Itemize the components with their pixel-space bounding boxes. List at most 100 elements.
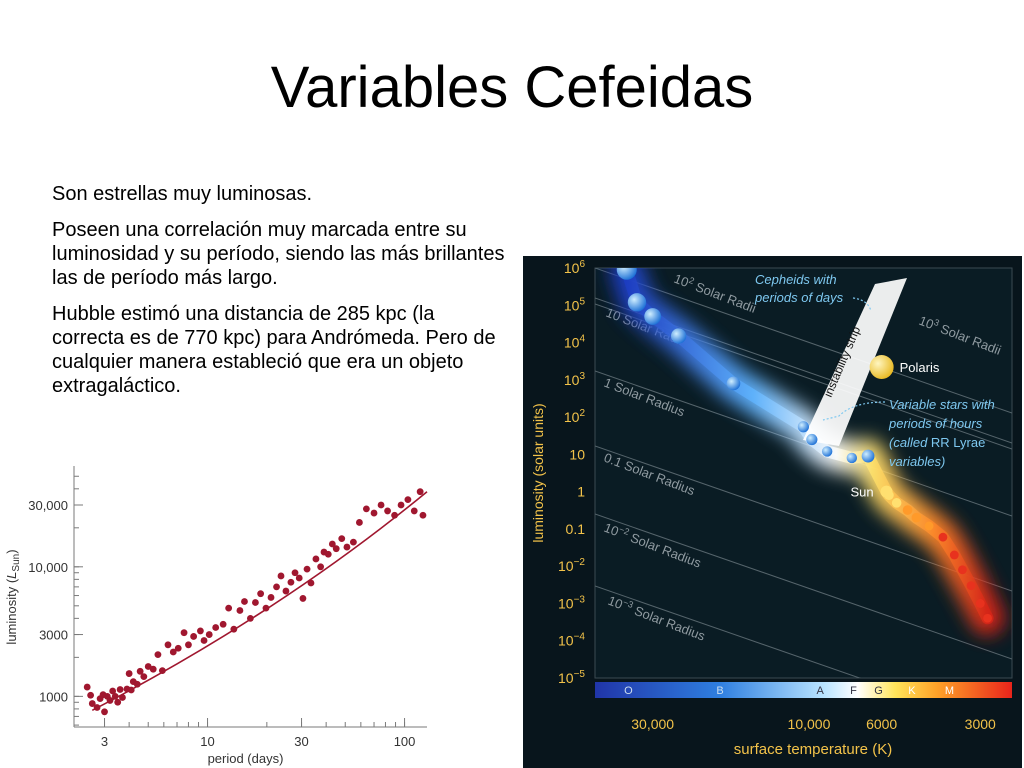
data-point	[262, 604, 270, 612]
y-tick-label: 105	[564, 296, 586, 313]
star	[806, 433, 818, 446]
period-luminosity-chart: 3 10 30 100 1000 3000 10,000 30,000 period (days…	[4, 466, 428, 766]
data-point	[419, 511, 427, 519]
x-axis-label: period (days)	[208, 751, 284, 766]
data-point	[101, 708, 108, 716]
star	[924, 521, 934, 531]
star	[902, 505, 913, 515]
data-point	[200, 637, 208, 644]
star	[884, 490, 894, 501]
data-point	[111, 692, 119, 700]
y-tick-label: 102	[564, 408, 586, 425]
rr-lyrae-arrow	[822, 401, 886, 421]
y-tick-label: 104	[564, 334, 586, 351]
star	[821, 446, 833, 457]
data-point	[391, 511, 398, 519]
star	[797, 421, 809, 433]
fit-line	[91, 491, 428, 712]
radius-line	[595, 268, 1012, 414]
radius-line	[595, 585, 862, 678]
x-tick-label: 10,000	[788, 716, 831, 732]
data-point	[127, 686, 135, 694]
star	[671, 328, 687, 344]
data-point	[257, 590, 265, 598]
data-point	[307, 579, 315, 587]
y-tick-label: 1000	[39, 689, 68, 704]
data-point	[106, 697, 114, 704]
polaris-star	[869, 355, 894, 380]
data-point	[219, 620, 227, 628]
data-point	[273, 583, 280, 591]
spectral-class-label: F	[850, 685, 857, 697]
y-tick-label: 10−2	[558, 557, 585, 574]
rr-lyrae-annotation: periods of hours	[888, 416, 983, 431]
polaris-label: Polaris	[900, 360, 940, 375]
data-point	[377, 501, 385, 509]
data-point	[149, 665, 157, 673]
y-tick-label: 10−3	[558, 594, 585, 611]
data-point	[397, 501, 405, 509]
data-point	[277, 572, 285, 580]
x-tick-label: 3	[101, 734, 108, 749]
data-point	[324, 550, 332, 558]
cepheids-arrow	[852, 297, 872, 312]
data-point	[349, 538, 357, 546]
data-point	[133, 680, 141, 688]
y-axis-label: luminosity (solar units)	[530, 403, 546, 542]
data-point	[410, 507, 418, 515]
data-point	[119, 694, 126, 701]
data-point	[164, 641, 172, 649]
data-point	[370, 509, 378, 517]
data-point	[343, 543, 351, 551]
x-tick-label: 30	[294, 734, 308, 749]
data-point	[404, 496, 412, 504]
y-tick-label: 10−5	[558, 669, 585, 686]
y-tick-label: 0.1	[566, 521, 586, 537]
data-point	[154, 651, 162, 659]
x-tick-label: 100	[394, 734, 416, 749]
spectral-class-label: M	[945, 685, 954, 697]
slide-title: Variables Cefeidas	[270, 55, 754, 120]
data-point	[303, 565, 311, 573]
data-point	[136, 667, 144, 675]
star	[938, 532, 948, 542]
data-point	[196, 627, 204, 635]
y-axis-label: luminosity (LSun)	[4, 549, 22, 644]
x-tick-label: 10	[200, 734, 214, 749]
data-point	[338, 535, 346, 543]
star	[966, 581, 976, 591]
data-point	[114, 698, 122, 706]
spectral-class-label: A	[817, 685, 825, 697]
rr-lyrae-annotation: (called RR Lyrae	[889, 435, 985, 450]
data-point	[116, 686, 124, 693]
data-point	[87, 691, 95, 699]
cepheids-annotation: periods of days	[754, 290, 844, 305]
data-point	[144, 663, 152, 670]
star	[911, 512, 922, 523]
star	[975, 599, 985, 608]
data-point	[125, 670, 133, 677]
spectral-class-label: O	[624, 685, 633, 697]
data-point	[180, 629, 188, 637]
data-point	[212, 624, 220, 631]
star	[616, 268, 637, 280]
y-tick-label: 10	[569, 446, 585, 462]
y-tick-label: 1	[577, 484, 585, 500]
data-point	[88, 700, 96, 707]
y-tick-label: 10−4	[558, 632, 585, 649]
y-tick-label: 103	[564, 371, 586, 388]
data-point	[109, 687, 117, 695]
data-point	[299, 595, 307, 602]
data-point	[190, 633, 198, 640]
data-point	[158, 667, 166, 675]
x-tick-label: 3000	[965, 716, 996, 732]
spectral-bar	[595, 682, 1012, 698]
sun-label: Sun	[850, 485, 873, 500]
instability-strip	[803, 278, 907, 446]
data-point	[267, 594, 275, 601]
data-point	[295, 574, 303, 582]
data-point	[236, 607, 244, 614]
star	[846, 452, 858, 464]
cepheids-annotation: Cepheids with	[755, 272, 837, 287]
spectral-class-label: B	[716, 685, 723, 697]
